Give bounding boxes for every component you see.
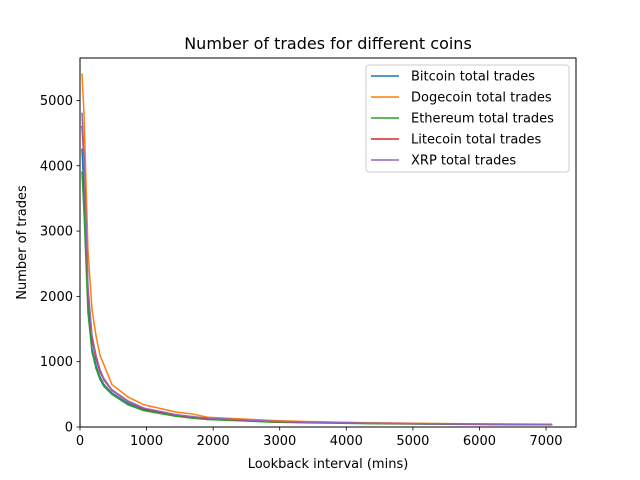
axis-ticks: 0 1000 2000 3000 4000 5000 6000 7000 0 1000 2000 30… xyxy=(40,94,563,449)
x-axis-title: Lookback interval (mins) xyxy=(248,457,409,472)
y-tick-label: 4000 xyxy=(40,159,73,174)
data-point xyxy=(83,155,85,157)
x-tick-label: 0 xyxy=(76,434,84,449)
data-point xyxy=(95,367,97,369)
data-point xyxy=(302,421,305,423)
x-tick-label: 7000 xyxy=(529,434,562,449)
data-point xyxy=(95,334,97,337)
data-point xyxy=(175,411,177,413)
data-point xyxy=(111,389,113,391)
data-point xyxy=(127,400,129,402)
data-point xyxy=(103,364,105,366)
legend-label: Bitcoin total trades xyxy=(411,70,535,85)
data-point xyxy=(91,308,93,311)
data-point xyxy=(143,409,145,412)
x-tick-label: 5000 xyxy=(396,434,429,449)
legend-label: Litecoin total trades xyxy=(411,133,542,148)
data-point xyxy=(414,422,417,425)
data-point xyxy=(127,396,129,398)
y-axis-title: Number of trades xyxy=(15,185,30,300)
data-point xyxy=(175,413,177,416)
data-point xyxy=(462,423,465,425)
data-point xyxy=(95,354,97,356)
legend-box xyxy=(365,64,570,173)
data-point xyxy=(175,415,177,417)
data-point xyxy=(270,420,273,422)
y-tick-label: 3000 xyxy=(40,225,73,240)
x-tick-label: 4000 xyxy=(330,434,363,449)
data-point xyxy=(83,210,85,213)
data-point xyxy=(191,415,193,418)
legend: Bitcoin total trades Dogecoin total trade… xyxy=(365,64,570,173)
y-tick-label: 0 xyxy=(65,421,73,436)
data-point xyxy=(91,334,93,337)
data-point xyxy=(91,351,93,353)
y-tick-label: 2000 xyxy=(40,290,73,305)
data-point xyxy=(81,112,83,115)
data-point xyxy=(103,377,105,380)
data-point xyxy=(366,422,369,424)
data-point xyxy=(87,311,89,314)
x-tick-label: 3000 xyxy=(263,434,296,449)
series-4 xyxy=(81,112,553,426)
data-point xyxy=(81,171,83,174)
data-point xyxy=(191,417,193,419)
data-point xyxy=(81,148,83,151)
data-point xyxy=(111,383,113,386)
data-point xyxy=(143,404,145,406)
data-point xyxy=(99,354,101,356)
axes-frame xyxy=(79,57,577,428)
data-point xyxy=(207,417,209,419)
data-point xyxy=(191,413,193,415)
data-point xyxy=(127,404,129,406)
data-point xyxy=(87,285,89,288)
data-point xyxy=(103,385,105,388)
x-tick-label: 1000 xyxy=(130,434,163,449)
legend-label: Dogecoin total trades xyxy=(411,91,552,106)
legend-label: Ethereum total trades xyxy=(411,112,554,127)
data-point xyxy=(99,368,101,371)
y-tick-label: 1000 xyxy=(40,355,73,370)
y-tick-label: 5000 xyxy=(40,94,73,109)
x-tick-label: 2000 xyxy=(197,434,230,449)
plot-area xyxy=(81,73,553,426)
legend-label: XRP total trades xyxy=(411,154,516,169)
x-tick-label: 6000 xyxy=(463,434,496,449)
data-point xyxy=(111,393,113,396)
data-point xyxy=(83,112,85,115)
data-point xyxy=(99,378,101,381)
data-point xyxy=(143,407,145,409)
chart-title: Number of trades for different coins xyxy=(184,34,472,53)
data-point xyxy=(550,423,553,426)
data-point xyxy=(81,73,83,76)
